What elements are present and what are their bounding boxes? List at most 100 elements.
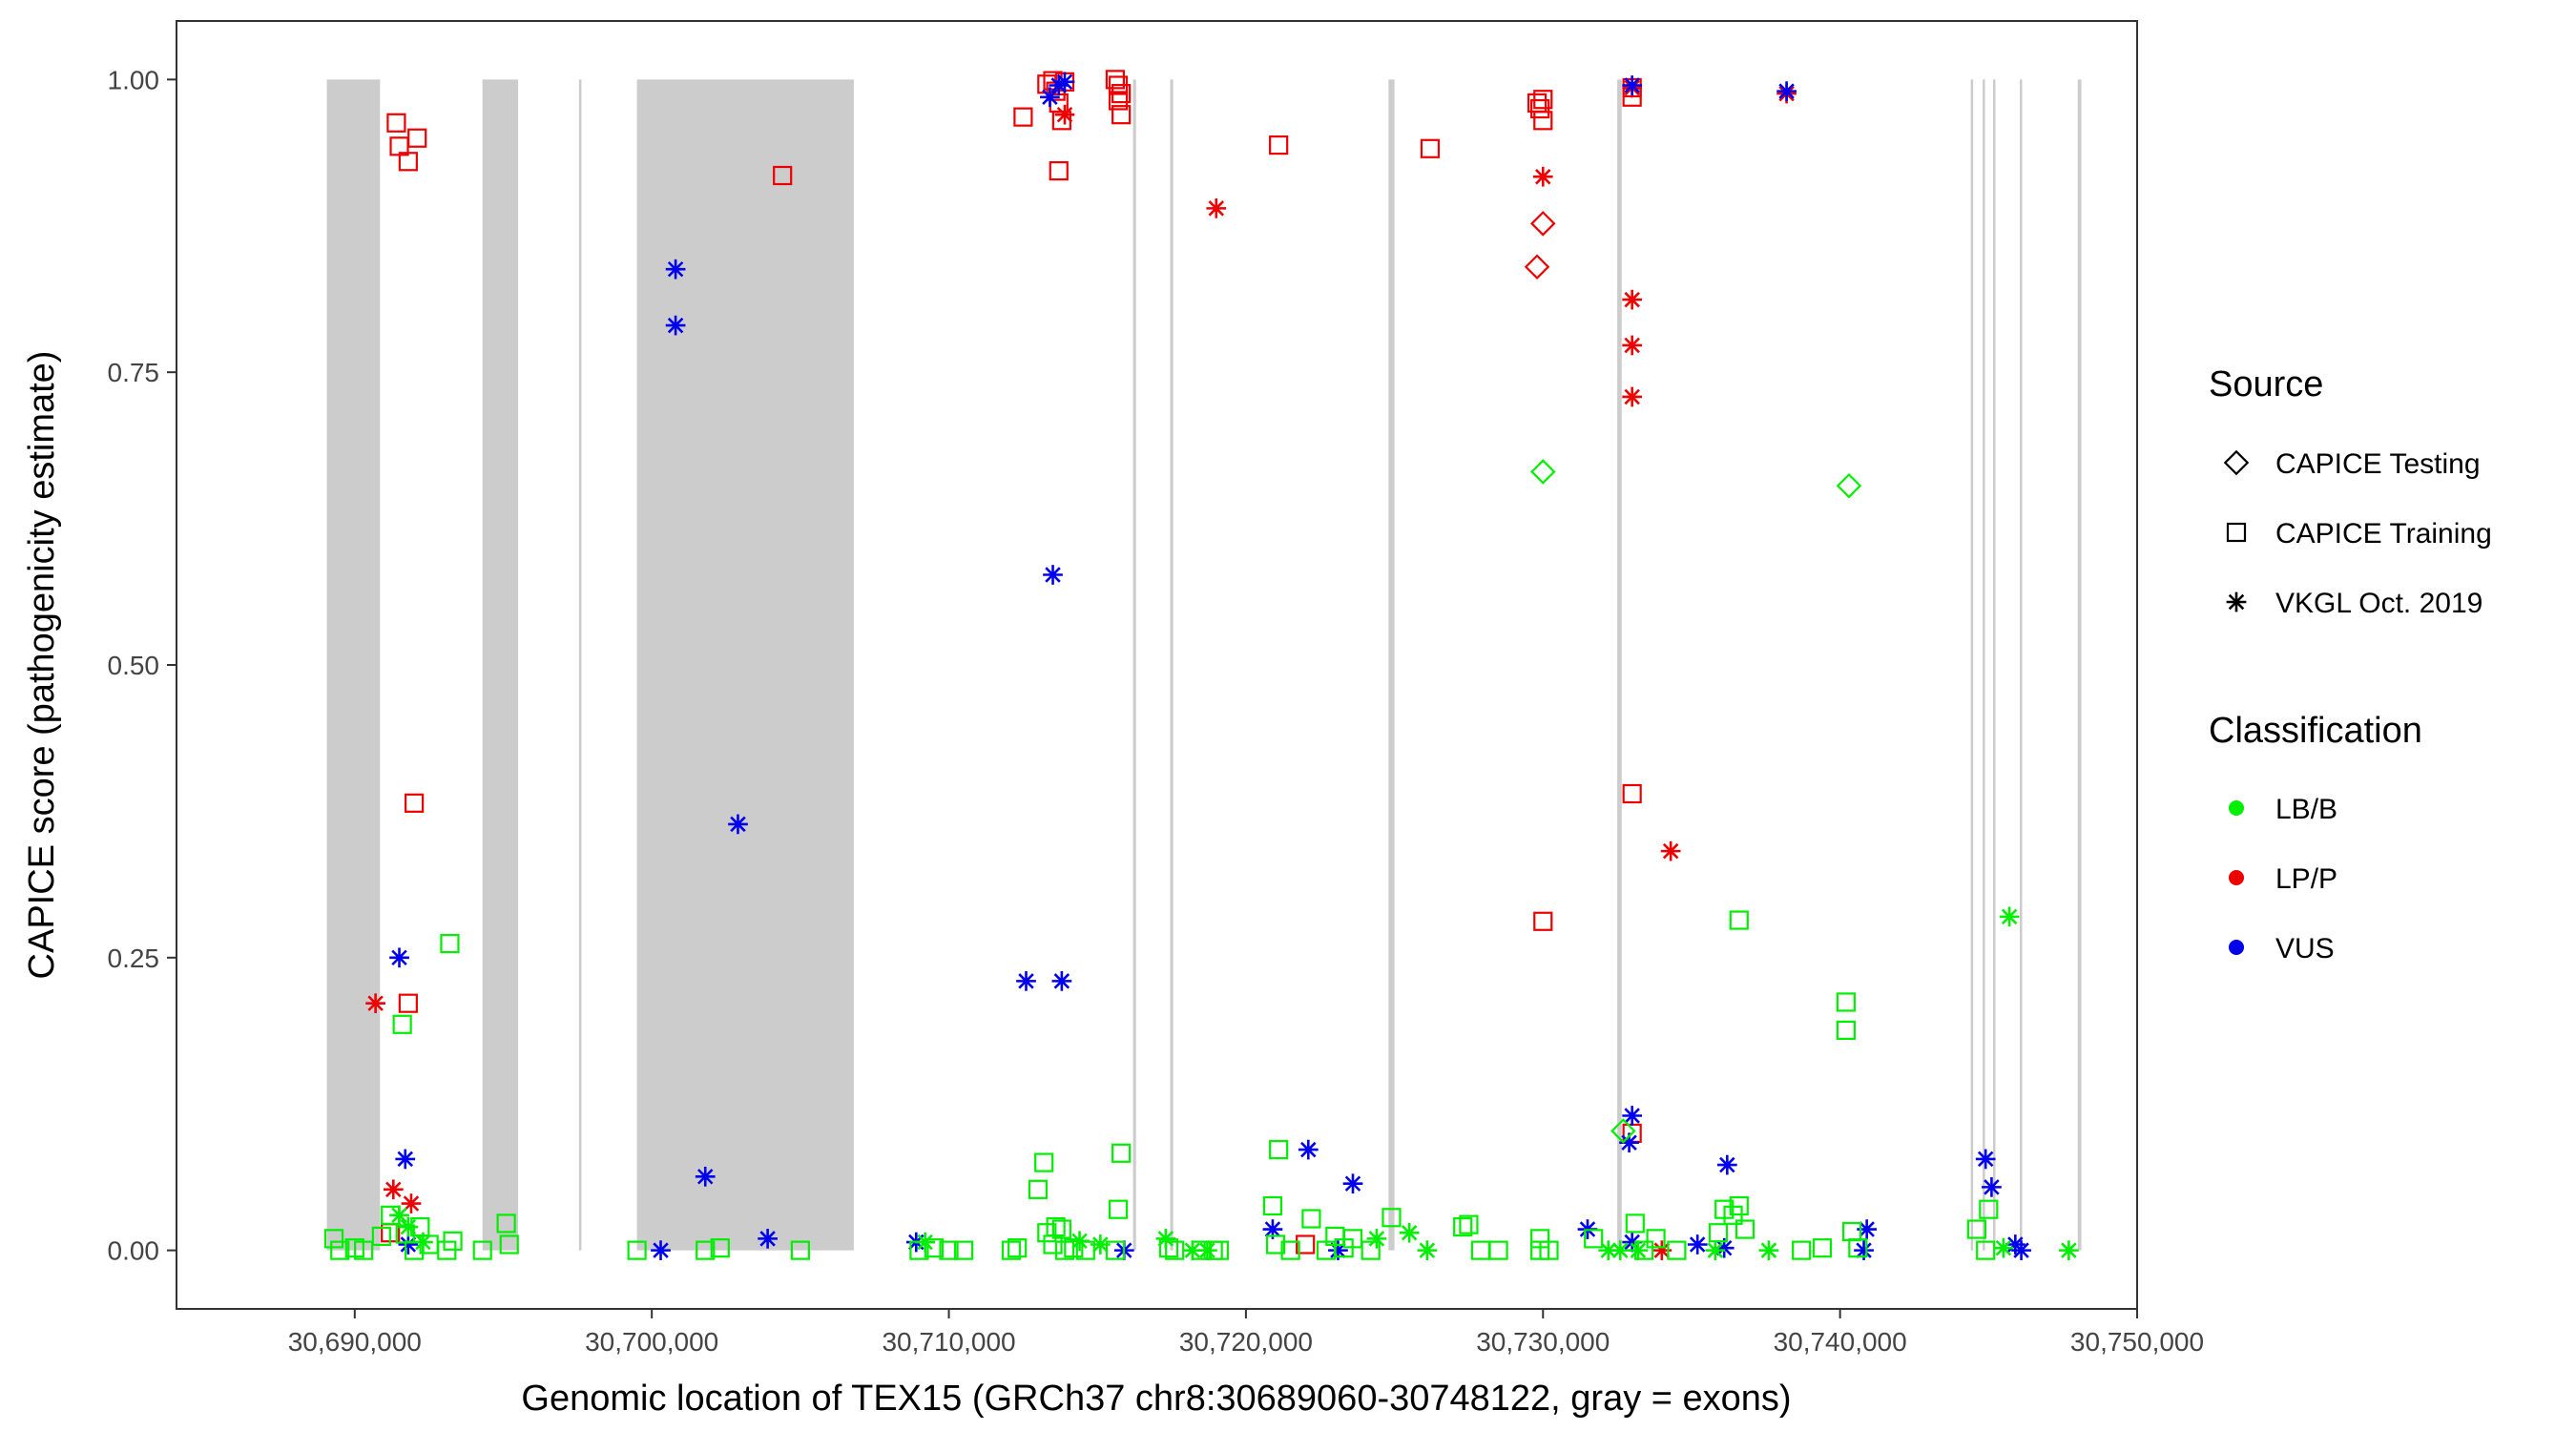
exon-band bbox=[482, 79, 519, 1251]
data-point bbox=[1269, 135, 1289, 156]
data-point bbox=[1453, 1216, 1473, 1237]
exon-band bbox=[1132, 79, 1136, 1251]
data-point bbox=[1381, 1208, 1402, 1228]
data-point bbox=[1265, 1234, 1286, 1255]
data-point bbox=[1108, 91, 1129, 111]
data-point bbox=[383, 1179, 404, 1200]
data-point bbox=[398, 1216, 419, 1237]
data-point bbox=[472, 1240, 492, 1260]
data-point bbox=[1836, 992, 1856, 1012]
data-point bbox=[1530, 459, 1556, 485]
legend-key-diamond bbox=[2223, 449, 2250, 476]
data-point bbox=[1532, 166, 1553, 187]
data-point bbox=[758, 1229, 778, 1249]
exon-band bbox=[2077, 79, 2082, 1251]
data-point bbox=[1046, 1216, 1066, 1237]
legend-class-label: VUS bbox=[2275, 933, 2335, 964]
series-capice-testing-lb-b bbox=[1530, 459, 1862, 1144]
x-tick-label: 30,700,000 bbox=[585, 1327, 718, 1357]
data-point bbox=[1622, 335, 1643, 356]
data-point bbox=[392, 1014, 412, 1034]
data-point bbox=[389, 1205, 409, 1226]
data-point bbox=[1040, 87, 1060, 108]
legend-source-label: VKGL Oct. 2019 bbox=[2275, 588, 2483, 619]
data-point bbox=[695, 1166, 716, 1187]
data-point bbox=[1999, 906, 2020, 927]
data-point bbox=[1008, 1238, 1028, 1258]
legend-source-label: CAPICE Testing bbox=[2275, 448, 2481, 480]
data-point bbox=[1622, 289, 1643, 310]
data-point bbox=[1792, 1240, 1812, 1260]
data-point bbox=[496, 1213, 516, 1234]
data-point bbox=[1530, 98, 1550, 119]
data-point bbox=[1342, 1229, 1363, 1249]
data-point bbox=[1622, 1106, 1643, 1126]
data-point bbox=[1111, 105, 1132, 125]
exon-band bbox=[1970, 79, 1974, 1251]
data-point bbox=[1070, 1231, 1090, 1252]
data-point bbox=[651, 1240, 671, 1260]
data-point bbox=[1848, 1238, 1868, 1258]
data-point bbox=[1051, 971, 1072, 991]
data-point bbox=[1729, 1195, 1749, 1216]
data-point bbox=[1836, 1020, 1856, 1041]
data-point bbox=[790, 1240, 810, 1260]
y-tick-label: 1.00 bbox=[108, 65, 160, 94]
data-point bbox=[1812, 1238, 1833, 1258]
data-point bbox=[1758, 1240, 1779, 1260]
exon-band bbox=[326, 79, 381, 1251]
legend: Source Classification CAPICE Testing CAPI… bbox=[2209, 364, 2492, 964]
data-point bbox=[1841, 1221, 1862, 1242]
y-tick-label: 0.25 bbox=[108, 944, 160, 973]
data-point bbox=[389, 947, 409, 968]
exon-band bbox=[1992, 79, 1996, 1251]
data-point bbox=[499, 1234, 519, 1255]
data-point bbox=[440, 933, 460, 954]
exon-band bbox=[1617, 79, 1622, 1251]
data-point bbox=[696, 1240, 716, 1260]
x-axis: 30,690,000 30,700,000 30,710,000 30,720,000… bbox=[288, 1309, 2204, 1357]
legend-source-title: Source bbox=[2209, 364, 2323, 404]
data-point bbox=[365, 993, 385, 1014]
data-point bbox=[386, 113, 406, 133]
data-point bbox=[1090, 1234, 1111, 1255]
data-point bbox=[1280, 1240, 1300, 1260]
data-point bbox=[1197, 1240, 1217, 1260]
data-point bbox=[1269, 1139, 1289, 1160]
data-point bbox=[1836, 472, 1862, 499]
data-point bbox=[1687, 1234, 1708, 1255]
data-point bbox=[1296, 1234, 1316, 1255]
data-point bbox=[1417, 1240, 1438, 1260]
data-point bbox=[1975, 1149, 1996, 1170]
y-axis: 0.00 0.25 0.50 0.75 1.00 bbox=[108, 65, 177, 1266]
data-point bbox=[401, 1193, 422, 1213]
data-point bbox=[1628, 1240, 1649, 1260]
data-point bbox=[1013, 107, 1033, 127]
data-point bbox=[915, 1232, 935, 1253]
data-point bbox=[1660, 840, 1681, 861]
x-tick-label: 30,710,000 bbox=[882, 1327, 1015, 1357]
data-point bbox=[1646, 1229, 1666, 1249]
data-point bbox=[1610, 1240, 1631, 1260]
data-point bbox=[627, 1240, 647, 1260]
data-point bbox=[1533, 911, 1553, 931]
data-point bbox=[1735, 1219, 1755, 1239]
data-point bbox=[398, 993, 418, 1013]
data-point bbox=[1034, 1152, 1054, 1172]
data-point bbox=[1001, 1240, 1022, 1260]
exon-band bbox=[1983, 79, 1985, 1251]
legend-key-dot bbox=[2229, 940, 2244, 955]
data-point bbox=[1206, 198, 1227, 218]
data-point bbox=[404, 793, 425, 813]
data-point bbox=[1610, 1118, 1636, 1144]
x-tick-label: 30,750,000 bbox=[2070, 1327, 2204, 1357]
exon-bands bbox=[326, 79, 2082, 1251]
data-point bbox=[1976, 1240, 1996, 1260]
series-capice-testing-lp-p bbox=[1524, 211, 1556, 280]
series-vkgl-lp-p bbox=[365, 77, 1797, 1260]
data-point bbox=[2059, 1240, 2079, 1260]
y-tick-label: 0.50 bbox=[108, 651, 160, 680]
plot-panel-border bbox=[176, 20, 2138, 1310]
data-point bbox=[1051, 1219, 1071, 1239]
